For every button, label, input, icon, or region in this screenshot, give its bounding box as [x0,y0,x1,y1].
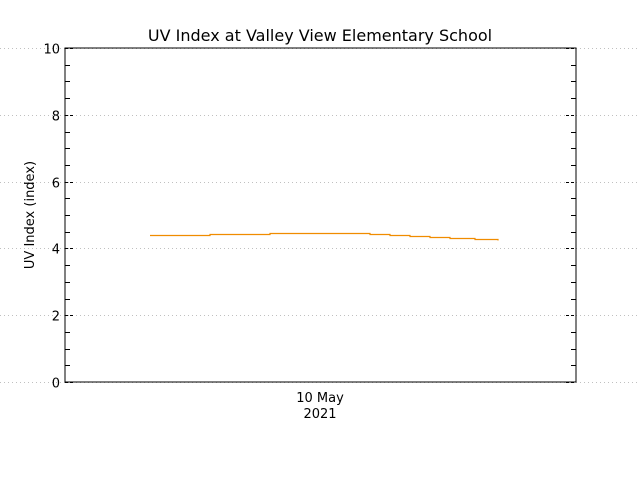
x-tick-label-date: 10 May [296,391,344,406]
x-tick-label-year: 2021 [303,407,336,422]
uv-series [150,232,499,241]
y-tick-label: 10 [43,43,60,58]
uv-line [150,232,499,241]
grid-lines [0,48,640,383]
y-axis-label: UV Index (index) [23,161,38,269]
y-tick-label: 0 [52,377,60,392]
plot-frame [64,47,577,383]
y-tick-label: 6 [52,177,60,192]
y-tick-label: 8 [52,110,60,125]
y-axis-ticks: 0 2 4 6 8 10 [43,43,576,392]
y-tick-label: 4 [52,243,60,258]
chart-title: UV Index at Valley View Elementary Schoo… [148,26,492,45]
y-tick-label: 2 [52,310,60,325]
